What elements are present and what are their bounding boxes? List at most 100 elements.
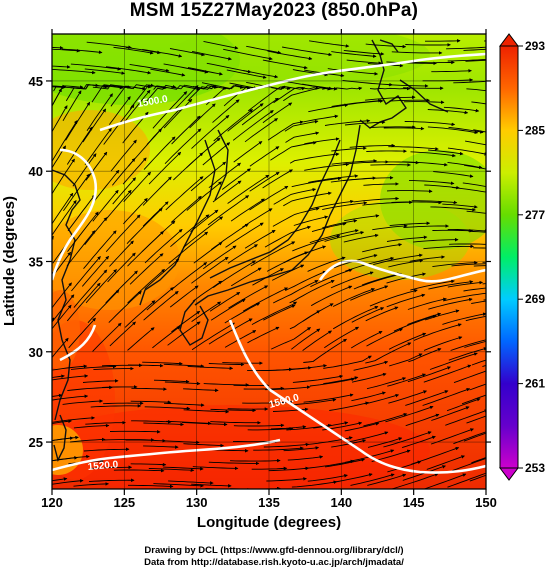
streamline xyxy=(343,160,389,165)
streamline xyxy=(432,228,473,233)
streamline xyxy=(348,431,389,443)
streamline xyxy=(24,187,47,226)
streamline xyxy=(52,364,88,371)
credit-data: Data from http://database.rish.kyoto-u.a… xyxy=(144,557,404,568)
streamline xyxy=(192,280,223,302)
streamline xyxy=(263,442,310,448)
streamline xyxy=(144,229,183,264)
streamline xyxy=(410,279,455,291)
streamline xyxy=(463,432,486,442)
streamline xyxy=(289,279,335,304)
streamline xyxy=(466,88,486,92)
streamline xyxy=(246,45,282,55)
streamline xyxy=(146,107,182,145)
streamline xyxy=(268,466,310,472)
streamline xyxy=(144,84,177,104)
y-axis-ticks: 25 30 35 40 45 xyxy=(29,74,491,450)
streamline xyxy=(346,59,383,65)
streamline xyxy=(465,59,486,62)
streamline xyxy=(473,265,486,267)
streamline xyxy=(308,199,354,210)
streamline xyxy=(350,330,383,349)
streamline xyxy=(365,306,399,322)
streamline xyxy=(427,126,479,135)
streamline xyxy=(142,176,172,206)
streamline xyxy=(82,108,107,143)
streamline xyxy=(52,374,65,379)
streamline xyxy=(93,366,134,371)
streamline xyxy=(109,321,136,347)
y-tick-label: 40 xyxy=(29,164,43,179)
streamline xyxy=(249,185,289,211)
streamline xyxy=(282,46,333,57)
streamline xyxy=(129,83,155,109)
streamline xyxy=(170,195,202,223)
streamline xyxy=(463,164,486,170)
streamline xyxy=(222,361,263,365)
streamline xyxy=(323,376,359,385)
streamline xyxy=(344,120,386,126)
streamline xyxy=(284,119,319,132)
streamline xyxy=(362,243,403,253)
streamline xyxy=(52,454,90,462)
streamline xyxy=(108,96,131,125)
colorbar-top-triangle xyxy=(499,33,519,47)
streamline xyxy=(143,445,179,449)
streamline xyxy=(202,245,237,270)
streamline xyxy=(393,314,437,332)
streamline xyxy=(181,421,228,427)
streamline xyxy=(163,98,193,129)
streamline xyxy=(429,352,478,370)
x-tick-label: 135 xyxy=(258,495,280,510)
streamline xyxy=(287,455,324,461)
streamline xyxy=(447,228,486,233)
streamline xyxy=(307,474,348,482)
streamline xyxy=(404,121,456,127)
streamline xyxy=(25,117,41,148)
streamline xyxy=(103,84,152,90)
streamline xyxy=(52,251,71,279)
streamline xyxy=(291,398,337,406)
streamline xyxy=(244,118,278,143)
streamline xyxy=(170,262,208,291)
streamline xyxy=(426,455,465,470)
map-title: MSM 15Z27May2023 (850.0hPa) xyxy=(129,0,419,21)
streamline xyxy=(52,158,75,195)
streamline xyxy=(124,89,151,122)
streamline xyxy=(310,285,353,307)
streamline xyxy=(389,98,430,103)
streamline xyxy=(348,99,384,105)
streamline xyxy=(123,197,148,225)
streamline xyxy=(30,214,49,244)
streamline xyxy=(353,360,389,371)
streamline xyxy=(473,247,486,249)
streamline xyxy=(183,443,224,448)
streamline xyxy=(105,66,152,75)
streamline xyxy=(153,483,204,488)
streamline xyxy=(129,253,164,285)
streamline xyxy=(141,220,176,253)
streamline xyxy=(226,69,267,79)
streamline xyxy=(128,484,174,489)
streamline xyxy=(423,336,463,351)
colorbar-tick-label: 277 xyxy=(525,208,545,222)
streamline xyxy=(129,63,170,73)
streamline xyxy=(113,468,165,473)
streamline xyxy=(309,377,355,387)
streamline xyxy=(90,404,142,408)
streamline xyxy=(309,229,359,244)
x-tick-label: 125 xyxy=(113,495,135,510)
streamline xyxy=(332,306,379,330)
streamline xyxy=(449,243,486,245)
streamline xyxy=(87,289,120,324)
streamline xyxy=(332,473,373,483)
streamline xyxy=(189,103,216,129)
streamline xyxy=(223,48,273,61)
streamline xyxy=(150,68,186,77)
streamline xyxy=(262,102,293,124)
streamline xyxy=(293,215,329,226)
streamline xyxy=(125,46,161,55)
streamline xyxy=(447,147,486,156)
streamline xyxy=(170,214,210,248)
streamline xyxy=(212,260,256,288)
